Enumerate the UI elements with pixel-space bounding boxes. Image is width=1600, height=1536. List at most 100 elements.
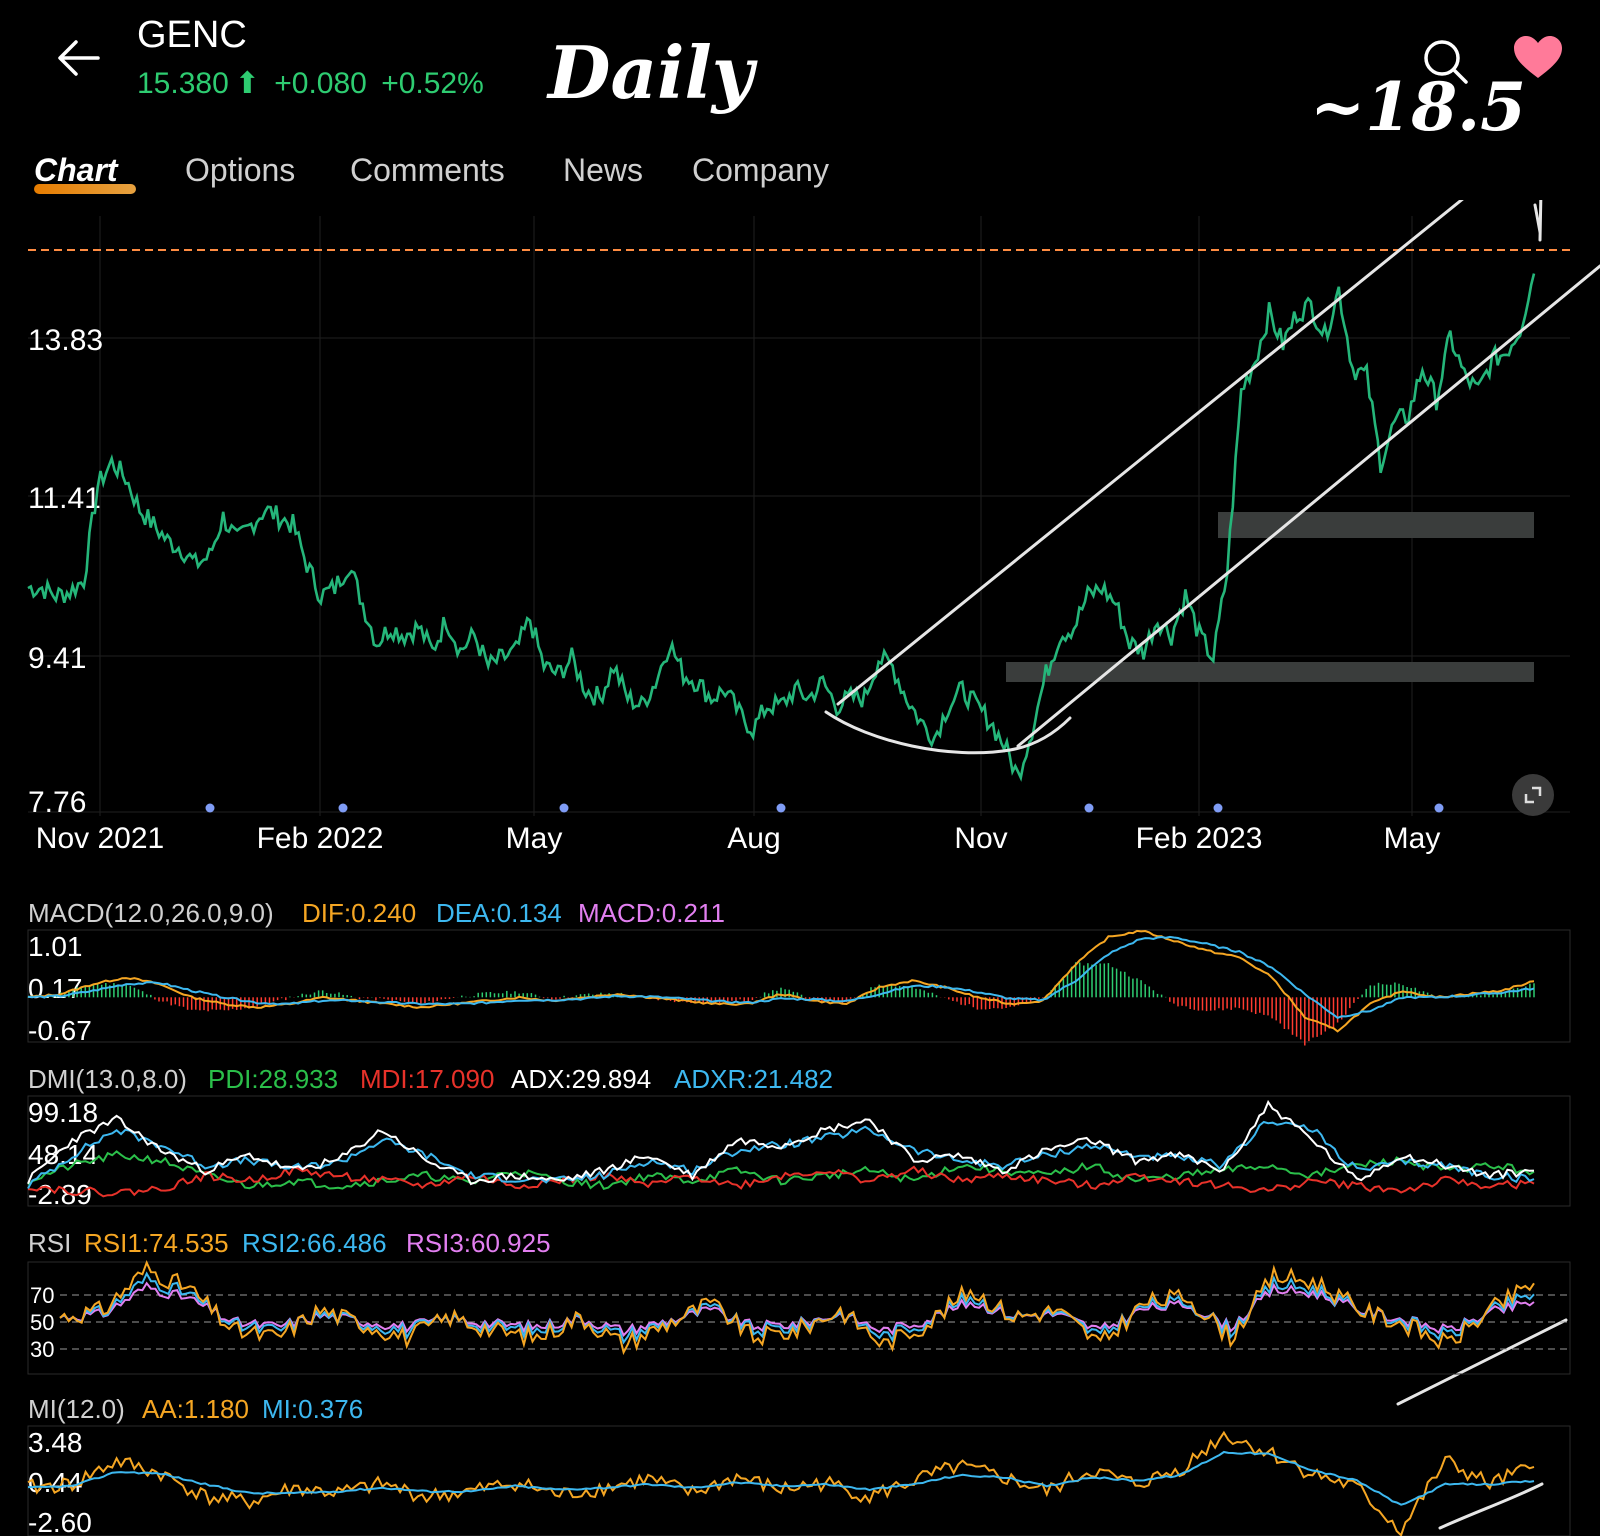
search-button[interactable] [1420, 36, 1472, 88]
header: GENC 15.380 ⬆ +0.080 +0.52% Daily ~18.5 [0, 0, 1600, 146]
price-line [27, 273, 1536, 782]
event-dot[interactable] [1213, 803, 1223, 813]
y-tick-label: -2.89 [28, 1179, 92, 1210]
channel-upper-line [836, 200, 1464, 706]
search-icon [1424, 40, 1468, 84]
price-grid [28, 216, 1570, 816]
event-dot[interactable] [338, 803, 348, 813]
dmi-frame [27, 1095, 1571, 1207]
back-button[interactable] [52, 30, 108, 86]
last-price: 15.380 [137, 67, 229, 100]
x-tick-label: May [506, 822, 563, 855]
heart-icon [1514, 36, 1562, 78]
fullscreen-button[interactable] [1512, 774, 1554, 816]
tab-chart[interactable]: Chart [34, 152, 118, 188]
price-series [27, 273, 1536, 782]
annotation-title: Daily [548, 30, 754, 115]
tab-options[interactable]: Options [185, 152, 296, 188]
dmi-legend-adxr: ADXR:21.482 [674, 1064, 833, 1094]
event-dot[interactable] [559, 803, 569, 813]
macd-frame [27, 929, 1571, 1043]
macd-legend-dif: DIF:0.240 [302, 898, 416, 928]
y-tick-label: 9.41 [28, 642, 86, 675]
y-tick-label: 1.01 [28, 931, 83, 962]
macd-title: MACD(12.0,26.0,9.0) [28, 898, 274, 928]
x-tick-label: Feb 2022 [257, 822, 384, 855]
mi-trend-line [1438, 1482, 1544, 1530]
y-tick-label: 3.48 [28, 1427, 83, 1458]
y-tick-label: 7.76 [28, 786, 86, 819]
trend-channel-drawing [824, 200, 1600, 1530]
support-zone-lower [1006, 662, 1534, 682]
x-tick-label: Aug [727, 822, 780, 855]
y-tick-label: 13.83 [28, 324, 103, 357]
rsi-frame [27, 1261, 1571, 1375]
y-tick-label: 11.41 [28, 482, 101, 515]
mi-legend-mi: MI:0.376 [262, 1394, 363, 1424]
x-tick-label: Nov 2021 [36, 822, 164, 855]
tab-comments[interactable]: Comments [350, 152, 505, 188]
price-change: +0.080 [274, 67, 367, 100]
dmi-legend-pdi: PDI:28.933 [208, 1064, 338, 1094]
tab-bar: Chart Options Comments News Company [0, 140, 1600, 200]
tab-company[interactable]: Company [692, 152, 829, 188]
favorite-button[interactable] [1512, 34, 1564, 82]
event-markers[interactable] [205, 803, 1444, 813]
dmi-legend-adx: ADX:29.894 [511, 1064, 651, 1094]
dmi-adx-line [27, 1099, 1535, 1186]
y-tick-label: 0.17 [28, 973, 83, 1004]
y-tick-label: 50 [30, 1310, 54, 1335]
target-arrow [1538, 200, 1543, 242]
support-zone-upper [1218, 512, 1534, 538]
rsi-legend-rsi3: RSI3:60.925 [406, 1228, 551, 1258]
rsi-rsi1-line [59, 1259, 1535, 1356]
event-dot[interactable] [776, 803, 786, 813]
mi-title: MI(12.0) [28, 1394, 125, 1424]
dmi-pdi-line [27, 1150, 1535, 1190]
y-tick-label: 30 [30, 1337, 54, 1362]
rsi-trend-line [1396, 1318, 1568, 1406]
ticker-symbol: GENC [137, 14, 247, 56]
channel-lower-line [1016, 264, 1600, 748]
arrow-left-icon [58, 40, 100, 76]
rsi-title: RSI [28, 1228, 71, 1258]
expand-icon [1524, 786, 1542, 804]
cup-arc [824, 710, 1072, 755]
x-tick-label: May [1384, 822, 1441, 855]
rsi-rsi3-line [59, 1281, 1535, 1337]
y-tick-label: 99.18 [28, 1097, 98, 1128]
macd-dif-line [27, 929, 1535, 1033]
mi-legend-aa: AA:1.180 [142, 1394, 249, 1424]
mi-aa-line [27, 1430, 1535, 1536]
price-y-axis: 13.83 11.41 9.41 7.76 [28, 324, 103, 819]
macd-dea-line [27, 935, 1535, 1020]
dmi-title: DMI(13.0,8.0) [28, 1064, 187, 1094]
price-change-pct: +0.52% [381, 67, 484, 100]
mi-panel: MI(12.0) AA:1.180 MI:0.376 3.48 0.44 -2.… [27, 1394, 1571, 1536]
price-x-axis: Nov 2021 Feb 2022 May Aug Nov Feb 2023 M… [36, 822, 1441, 855]
arrow-up-icon: ⬆ [234, 67, 260, 100]
mi-mi-line [28, 1450, 1535, 1506]
tab-news[interactable]: News [563, 152, 644, 188]
y-tick-label: 70 [30, 1283, 54, 1308]
event-dot[interactable] [205, 803, 215, 813]
y-tick-label: -2.60 [28, 1507, 92, 1536]
rsi-legend-rsi2: RSI2:66.486 [242, 1228, 387, 1258]
macd-legend-macd: MACD:0.211 [578, 898, 725, 928]
chart-area[interactable]: 13.83 11.41 9.41 7.76 Nov 2021 Feb 2022 … [0, 200, 1600, 1536]
rsi-rsi2-line [59, 1271, 1535, 1345]
rsi-panel: RSI RSI1:74.535 RSI2:66.486 RSI3:60.925 … [27, 1228, 1571, 1375]
mi-frame [27, 1425, 1571, 1536]
x-tick-label: Feb 2023 [1136, 822, 1263, 855]
rsi-legend-rsi1: RSI1:74.535 [84, 1228, 229, 1258]
macd-legend-dea: DEA:0.134 [436, 898, 562, 928]
quote-line: 15.380 ⬆ +0.080 +0.52% [137, 66, 490, 101]
arrow-tick [1533, 203, 1542, 234]
annotation-target: ~18.5 [1310, 68, 1527, 146]
x-tick-label: Nov [954, 822, 1007, 855]
dmi-panel: DMI(13.0,8.0) PDI:28.933 MDI:17.090 ADX:… [27, 1064, 1571, 1210]
event-dot[interactable] [1434, 803, 1444, 813]
y-tick-label: -0.67 [28, 1015, 92, 1046]
dmi-mdi-line [27, 1165, 1535, 1198]
event-dot[interactable] [1084, 803, 1094, 813]
